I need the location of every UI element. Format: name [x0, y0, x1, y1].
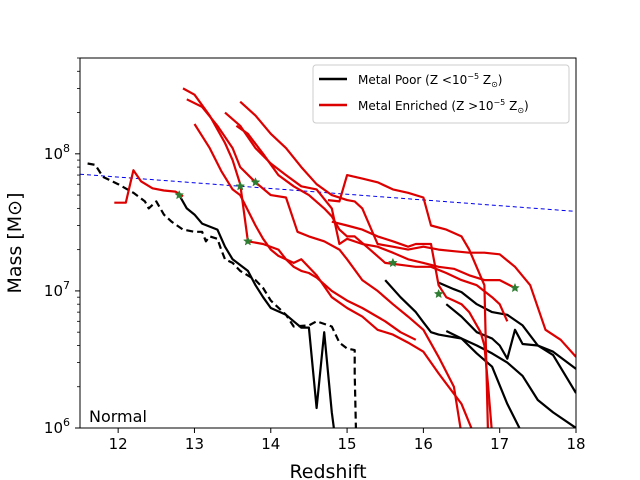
transition-star-marker	[174, 189, 185, 200]
y-tick-label: 106	[44, 416, 70, 437]
metal-enriched-series-line	[235, 124, 509, 322]
x-axis: 12 13 14 15 16 17 18	[109, 428, 586, 453]
metal-enriched-series-line	[331, 220, 493, 428]
plot-lines	[80, 87, 576, 428]
x-tick-label: 17	[490, 435, 509, 453]
metal-poor-series-line	[445, 330, 521, 428]
x-tick-label: 15	[338, 435, 357, 453]
plot-frame	[79, 57, 577, 429]
legend-box	[312, 64, 570, 124]
metal-enriched-series-line	[327, 174, 489, 428]
x-tick-label: 16	[414, 435, 433, 453]
metal-enriched-series-line	[114, 169, 184, 204]
y-axis-label: Mass [M⊙]	[4, 192, 26, 293]
metal-enriched-series-line	[193, 123, 473, 428]
annotation-normal: Normal	[89, 407, 147, 426]
x-tick-label: 14	[261, 435, 280, 453]
legend-label-metal-poor: Metal Poor (Z <10−5 Z⊙)	[358, 72, 502, 89]
metal-enriched-series-line	[186, 98, 462, 428]
transition-star-marker	[242, 236, 253, 246]
transition-star-marker	[387, 257, 398, 268]
metal-poor-series-line	[384, 279, 576, 428]
x-tick-label: 12	[109, 435, 128, 453]
metal-enriched-series-line	[239, 100, 576, 358]
transition-star-marker	[235, 181, 246, 191]
legend: Metal Poor (Z <10−5 Z⊙) Metal Enriched (…	[312, 64, 570, 124]
y-tick-label: 107	[44, 279, 70, 300]
metal-poor-series-line	[445, 303, 576, 370]
metal-poor-series-line	[178, 194, 335, 428]
legend-label-metal-enriched: Metal Enriched (Z >10−5 Z⊙)	[358, 98, 529, 115]
x-tick-label: 18	[566, 435, 585, 453]
transition-star-marker	[250, 177, 261, 187]
y-tick-label: 108	[44, 142, 70, 163]
plot-markers	[174, 177, 520, 299]
transition-star-marker	[433, 288, 444, 299]
metal-enriched-series-line	[182, 87, 417, 341]
metal-poor-series-line	[438, 281, 576, 394]
y-axis: 106 107 108	[44, 57, 80, 437]
metal-enriched-series-line	[224, 111, 516, 289]
transition-star-marker	[510, 282, 520, 293]
x-tick-label: 13	[185, 435, 204, 453]
x-axis-label: Redshift	[289, 461, 366, 480]
